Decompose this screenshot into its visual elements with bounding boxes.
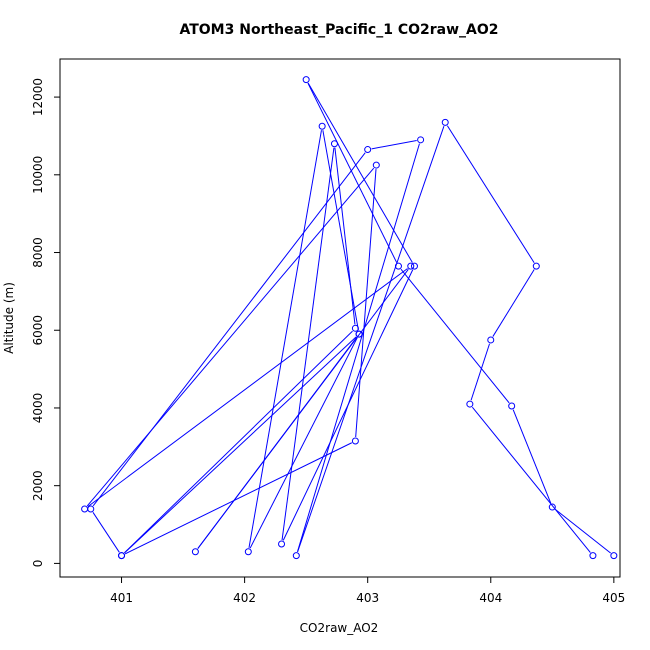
series-segment: [470, 343, 491, 401]
data-point: [532, 262, 540, 270]
y-tick-label: 6000: [31, 315, 45, 346]
series-segment: [334, 147, 356, 325]
series-segment: [307, 82, 398, 263]
data-point: [410, 262, 418, 270]
data-point: [118, 552, 126, 560]
series-segment: [281, 147, 335, 541]
data-point: [330, 140, 338, 148]
data-point: [372, 161, 380, 169]
y-tick-label: 10000: [31, 156, 45, 194]
x-tick-label: 401: [110, 591, 133, 605]
data-point: [407, 262, 415, 270]
data-point: [441, 118, 449, 126]
data-point: [466, 400, 474, 408]
series-segment: [400, 268, 510, 404]
series-segment: [248, 130, 322, 548]
series-segment: [124, 330, 353, 554]
data-point: [508, 402, 516, 410]
x-tick-label: 404: [479, 591, 502, 605]
data-point: [302, 76, 310, 84]
data-point: [351, 324, 359, 332]
data-point: [417, 136, 425, 144]
data-point: [278, 540, 286, 548]
x-axis: 401 402 403 404 405: [110, 577, 625, 605]
y-tick-label: 0: [31, 560, 45, 568]
data-point: [351, 437, 359, 445]
series-segment: [87, 268, 408, 508]
series-segment: [355, 169, 377, 438]
series-segment: [371, 140, 417, 150]
data-point: [81, 505, 89, 513]
y-tick-label: 8000: [31, 237, 45, 268]
data-point: [364, 146, 372, 154]
series-segment: [86, 167, 375, 507]
series-segment: [555, 509, 612, 554]
series-segment: [322, 130, 359, 331]
data-point: [548, 503, 556, 511]
data-point: [610, 552, 618, 560]
series-segment: [446, 125, 535, 264]
y-axis: 0 2000 4000 6000 8000 10000 12000: [31, 78, 60, 567]
plot-area: [81, 76, 618, 560]
data-point: [191, 548, 199, 556]
data-point: [318, 122, 326, 130]
data-point: [487, 336, 495, 344]
data-point: [589, 552, 597, 560]
series-segment: [492, 269, 535, 337]
series-segment: [296, 143, 420, 552]
data-point: [292, 552, 300, 560]
x-tick-label: 405: [602, 591, 625, 605]
series-segment: [512, 409, 552, 504]
series-segment: [124, 442, 353, 555]
x-axis-label: CO2raw_AO2: [300, 621, 379, 635]
series-segment: [297, 125, 445, 553]
y-tick-label: 4000: [31, 393, 45, 424]
series-segment: [249, 337, 358, 549]
series-segment: [471, 406, 591, 553]
x-tick-label: 403: [356, 591, 379, 605]
data-point: [244, 548, 252, 556]
series-segment: [307, 82, 413, 263]
series-segment: [92, 152, 366, 507]
x-tick-label: 402: [233, 591, 256, 605]
plot-frame: [59, 58, 621, 578]
data-point: [87, 505, 95, 513]
y-tick-label: 12000: [31, 78, 45, 116]
data-point: [355, 330, 363, 338]
data-point: [394, 262, 402, 270]
series-segment: [124, 336, 357, 554]
series-segment: [92, 512, 120, 553]
chart-title: ATOM3 Northeast_Pacific_1 CO2raw_AO2: [179, 22, 498, 38]
y-axis-label: Altitude (m): [2, 282, 16, 354]
y-tick-label: 2000: [31, 470, 45, 501]
series-segment: [197, 269, 409, 549]
